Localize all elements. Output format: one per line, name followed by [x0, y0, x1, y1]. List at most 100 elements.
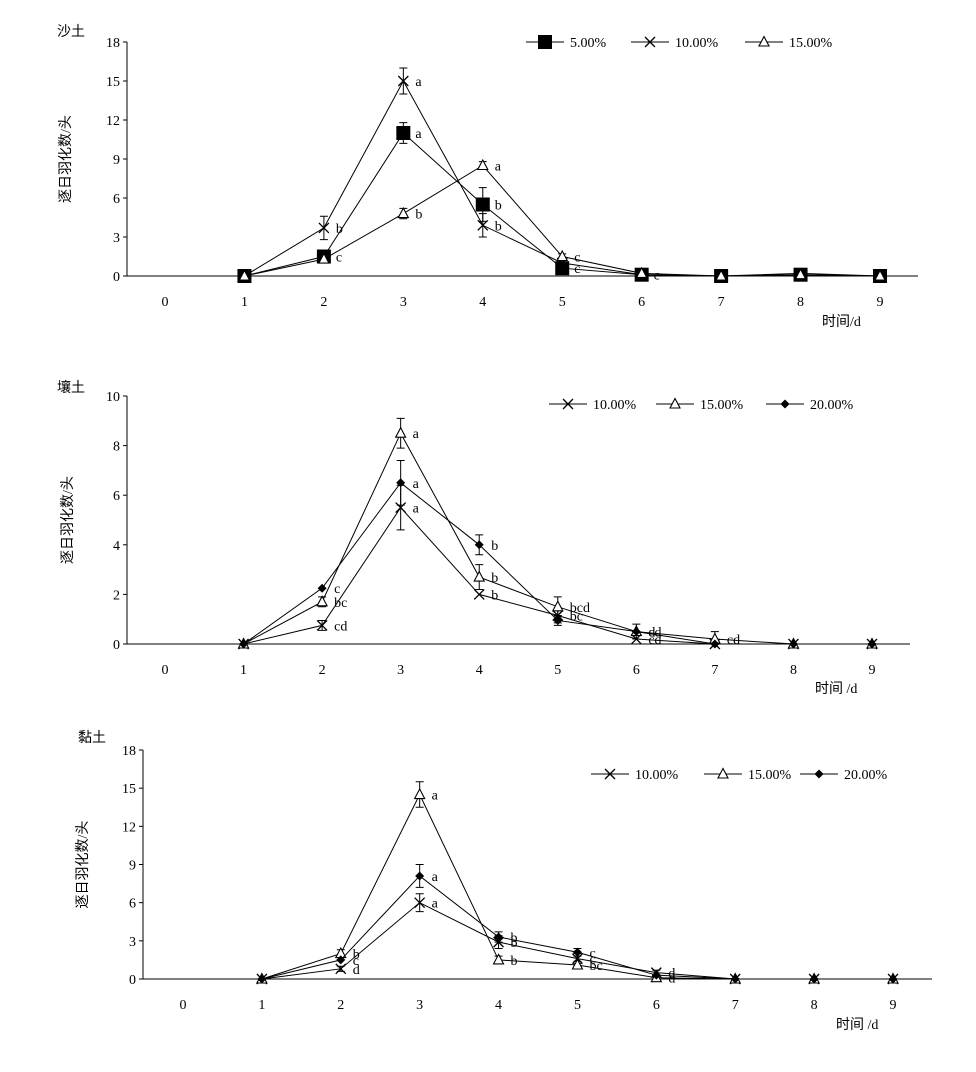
significance-label: c	[589, 946, 595, 961]
data-point	[336, 955, 346, 965]
x-tick-label: 8	[797, 295, 804, 310]
data-point	[394, 426, 407, 438]
x-tick-label: 6	[633, 663, 640, 678]
x-tick-label: 8	[790, 663, 797, 678]
legend-item: 5.00%	[526, 35, 607, 51]
panel-title: 沙土	[57, 24, 85, 40]
significance-label: c	[353, 954, 359, 969]
y-tick-label: 0	[129, 973, 136, 988]
y-tick-label: 2	[113, 588, 120, 603]
y-tick-label: 6	[113, 192, 120, 207]
y-tick-label: 3	[113, 231, 120, 246]
significance-label: c	[336, 251, 342, 266]
x-tick-label: 1	[241, 295, 248, 310]
data-point	[396, 126, 411, 140]
data-point	[413, 787, 426, 800]
y-axis-label: 逐日羽化数/头	[58, 115, 74, 203]
significance-label: a	[413, 427, 420, 442]
x-tick-label: 1	[240, 663, 247, 678]
data-point	[631, 627, 641, 637]
significance-label: bcd	[570, 601, 590, 616]
data-point	[571, 958, 584, 970]
significance-label: a	[413, 477, 420, 492]
y-tick-label: 10	[106, 390, 120, 405]
x-tick-label: 8	[811, 998, 818, 1013]
y-tick-label: 9	[113, 153, 120, 168]
significance-label: b	[336, 222, 343, 237]
y-tick-label: 18	[106, 36, 120, 51]
legend-marker	[669, 397, 681, 409]
data-point	[397, 206, 410, 219]
significance-label: b	[415, 208, 422, 223]
x-tick-label: 3	[397, 663, 404, 678]
legend-item: 10.00%	[631, 36, 719, 51]
x-tick-label: 7	[732, 998, 739, 1013]
data-point	[794, 268, 807, 280]
significance-label: c	[574, 251, 580, 266]
significance-label: d	[648, 626, 655, 641]
data-point	[397, 75, 409, 87]
legend-label: 15.00%	[748, 768, 792, 783]
legend-item: 10.00%	[549, 398, 637, 413]
significance-label: c	[334, 582, 340, 597]
x-axis-label: 时间 /d	[815, 681, 857, 697]
y-tick-label: 12	[122, 820, 136, 835]
significance-label: b	[491, 571, 498, 586]
data-point	[556, 249, 569, 262]
x-tick-label: 4	[495, 998, 502, 1013]
significance-label: a	[432, 789, 439, 804]
y-tick-label: 15	[106, 75, 120, 90]
y-tick-label: 15	[122, 782, 136, 797]
significance-label: d	[668, 972, 675, 987]
legend-marker	[717, 767, 729, 779]
data-point	[635, 266, 648, 278]
significance-label: c	[589, 953, 595, 968]
x-tick-label: 7	[711, 663, 718, 678]
legend-marker	[562, 398, 574, 410]
x-tick-label: 1	[258, 998, 265, 1013]
significance-label: b	[491, 588, 498, 603]
data-point	[239, 639, 249, 649]
panel-title: 黏土	[78, 730, 106, 746]
data-point	[476, 158, 489, 171]
legend-label: 15.00%	[789, 36, 833, 51]
significance-label: b	[495, 219, 502, 234]
x-tick-label: 0	[162, 295, 169, 310]
data-point	[475, 197, 490, 212]
y-axis-label: 逐日羽化数/头	[75, 821, 91, 909]
significance-label: c	[574, 262, 580, 277]
data-point	[710, 639, 720, 649]
y-tick-label: 0	[113, 270, 120, 285]
x-tick-label: 3	[416, 998, 423, 1013]
x-tick-label: 9	[877, 295, 884, 310]
significance-label: c	[654, 269, 660, 284]
legend-item: 10.00%	[591, 768, 679, 783]
panel-title: 壤土	[57, 379, 85, 396]
data-point	[238, 269, 251, 281]
x-tick-label: 9	[869, 663, 876, 678]
legend-label: 10.00%	[675, 36, 719, 51]
x-tick-label: 2	[320, 295, 327, 310]
data-point	[492, 953, 505, 965]
significance-label: d	[353, 963, 360, 978]
significance-label: a	[432, 870, 439, 885]
legend-item: 15.00%	[656, 397, 744, 413]
series-15.00%: b a c	[238, 158, 886, 281]
y-tick-label: 6	[113, 489, 120, 504]
data-point	[318, 222, 330, 234]
significance-label: d	[668, 967, 675, 982]
data-point	[316, 595, 329, 607]
x-tick-label: 5	[574, 998, 581, 1013]
legend-item: 15.00%	[704, 767, 792, 783]
data-point	[317, 252, 330, 264]
data-point	[317, 583, 327, 593]
legend-label: 20.00%	[810, 398, 854, 413]
significance-label: b	[511, 954, 518, 969]
x-tick-label: 6	[638, 295, 645, 310]
data-point	[396, 478, 406, 488]
significance-label: bc	[589, 959, 602, 974]
